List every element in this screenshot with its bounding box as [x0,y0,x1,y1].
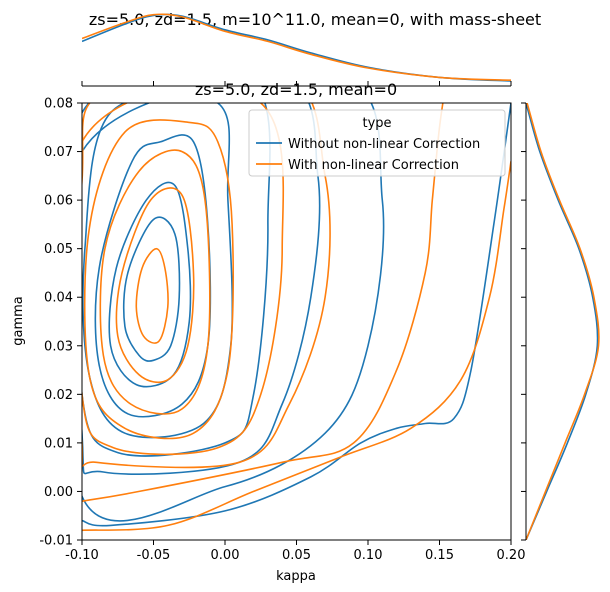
y-tick-label: -0.01 [39,534,73,549]
legend: type Without non-linear Correction With … [248,109,506,177]
top-marginal-without [82,13,511,82]
x-tick-label: 0.10 [354,548,383,563]
contour-without-6 [82,103,385,522]
legend-entry-with: With non-linear Correction [288,158,459,173]
y-tick-label: 0.04 [44,291,73,306]
y-axis-ticks: -0.01 0.00 0.01 0.02 0.03 0.04 0.05 0.06 0.07 0.0… [39,97,526,549]
top-marginal-with [82,13,511,81]
contour-plot-area [82,103,511,532]
x-axis-label: kappa [276,569,316,584]
y-tick-label: 0.05 [44,242,73,257]
contour-with-1 [115,187,195,384]
y-tick-label: 0.06 [44,194,73,209]
contour-with-2 [99,149,211,415]
contour-with-0 [135,247,169,344]
contour-with-4 [82,103,285,456]
contour-without-0 [122,216,181,362]
y-tick-label: 0.00 [44,485,73,500]
y-tick-label: 0.01 [44,436,73,451]
x-tick-label: 0.15 [425,548,454,563]
y-tick-label: 0.08 [44,97,73,112]
contour-with-7 [82,161,511,532]
legend-title: type [362,116,391,131]
top-marginal-kde [82,13,511,82]
y-tick-label: 0.02 [44,388,73,403]
x-tick-label: 0.05 [282,548,311,563]
contour-without-4 [82,103,271,457]
y-axis-label: gamma [11,296,26,346]
x-tick-label: -0.10 [65,548,99,563]
right-marginal-kde [525,103,600,540]
legend-entry-without: Without non-linear Correction [288,137,480,152]
contour-without-1 [108,181,192,388]
legend-box [248,109,506,177]
subplot-title: zs=5.0, zd=1.5, mean=0 [195,80,397,99]
right-marginal-without [525,103,599,540]
x-axis-ticks: -0.10 -0.05 0.00 0.05 0.10 0.15 0.20 [65,81,525,563]
y-tick-label: 0.07 [44,145,73,160]
x-tick-label: 0.00 [211,548,240,563]
y-tick-label: 0.03 [44,339,73,354]
contour-with-3 [83,119,235,440]
x-tick-label: -0.05 [137,548,171,563]
figure-title: zs=5.0, zd=1.5, m=10^11.0, mean=0, with … [88,10,542,29]
contour-without-2 [94,134,212,418]
right-marginal-with [525,103,600,540]
x-tick-label: 0.20 [497,548,526,563]
